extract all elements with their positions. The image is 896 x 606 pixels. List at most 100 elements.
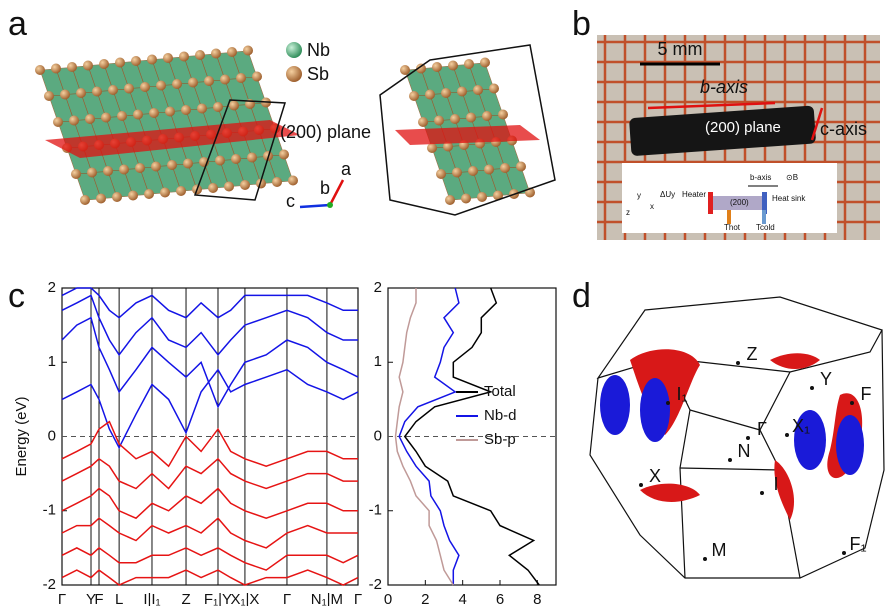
sb-atom	[480, 58, 490, 68]
scale-label: 5 mm	[658, 39, 703, 59]
sb-atom	[53, 117, 63, 127]
sb-atom	[445, 195, 455, 205]
sb-atom	[101, 113, 111, 123]
plane	[395, 125, 540, 145]
point-label: Γ	[757, 419, 767, 439]
y-tick-label: 2	[374, 279, 382, 296]
sb-atom	[188, 78, 198, 88]
figure: a Nb Sb (200) plane c b a b 5 mm b-axis …	[0, 0, 896, 606]
nb-atom-icon	[286, 42, 302, 58]
series-line	[62, 459, 358, 489]
sb-atom	[243, 46, 253, 56]
sb-atom	[400, 65, 410, 75]
sb-atom	[220, 75, 230, 85]
sb-atom	[172, 79, 182, 89]
sb-atom	[498, 110, 508, 120]
point-label: X₁	[792, 416, 810, 436]
axis-label: b-axis	[700, 77, 748, 97]
sb-atom	[167, 160, 177, 170]
sb-atom	[133, 110, 143, 120]
sb-atom	[76, 88, 86, 98]
sb-atom	[227, 47, 237, 57]
sb-atom	[92, 87, 102, 97]
inset-label: y	[637, 191, 641, 200]
x-tick-label: 4	[458, 591, 466, 606]
sb-atom	[60, 90, 70, 100]
axis-label: c	[286, 191, 295, 211]
point-dot	[785, 433, 789, 437]
x-tick-label: Γ	[58, 591, 66, 606]
sb-atom	[427, 143, 437, 153]
sb-atom	[181, 105, 191, 115]
point-dot	[666, 401, 670, 405]
point-label: F	[861, 384, 872, 404]
sb-atom	[204, 76, 214, 86]
inset-label: x	[650, 202, 654, 211]
sb-atom	[247, 153, 257, 163]
sb-atom	[151, 162, 161, 172]
sb-atom	[468, 166, 478, 176]
x-tick-label: N₁|M	[311, 591, 343, 606]
x-tick-label: L	[115, 591, 123, 606]
sb-atom	[477, 192, 487, 202]
sb-atom	[144, 189, 154, 199]
legend-label: Nb-d	[484, 407, 517, 424]
x-tick-label: 0	[384, 591, 392, 606]
sb-atom	[409, 91, 419, 101]
sb-atom	[112, 192, 122, 202]
sb-atom	[69, 116, 79, 126]
point-label: F₁	[849, 534, 866, 554]
inset-label: Heater	[682, 190, 706, 199]
sb-atom	[452, 168, 462, 178]
sb-atom	[211, 49, 221, 59]
y-tick-label: 0	[374, 427, 382, 444]
sb-atom	[516, 162, 526, 172]
y-tick-label: 2	[48, 279, 56, 296]
point-dot	[850, 401, 854, 405]
sb-atom	[484, 165, 494, 175]
y-tick-label: -2	[369, 576, 382, 593]
point-dot	[728, 458, 732, 462]
sb-atom	[44, 91, 54, 101]
sb-atom	[272, 177, 282, 187]
legend-label: Total	[484, 383, 516, 400]
legend-label: Sb	[307, 64, 329, 84]
point-label: Z	[747, 344, 758, 364]
sb-atom	[140, 82, 150, 92]
x-tick-label: 8	[533, 591, 541, 606]
axis-label: b	[320, 178, 330, 198]
sb-atom	[240, 180, 250, 190]
sb-atom	[441, 88, 451, 98]
sb-atom	[425, 90, 435, 100]
sb-atom	[35, 65, 45, 75]
x-tick-label: X₁|X	[230, 591, 259, 606]
series-line	[62, 288, 358, 318]
x-tick-label: I|I₁	[143, 591, 160, 606]
sb-atom	[489, 84, 499, 94]
series-line	[62, 370, 358, 448]
series-line	[62, 570, 358, 585]
sb-atom	[288, 176, 298, 186]
point-dot	[842, 551, 846, 555]
sb-atom	[108, 85, 118, 95]
sb-atom	[160, 188, 170, 198]
x-tick-label: 6	[496, 591, 504, 606]
series-line	[62, 518, 358, 548]
inset-label: ΔUy	[660, 190, 675, 199]
point-label: N	[738, 441, 751, 461]
sb-atom	[85, 114, 95, 124]
y-tick-label: -1	[369, 502, 382, 519]
panel-label: c	[8, 277, 25, 315]
sb-atom	[183, 159, 193, 169]
sb-atom	[236, 73, 246, 83]
sb-atom	[179, 52, 189, 62]
sb-atom	[103, 166, 113, 176]
inset-label: Thot	[724, 223, 741, 232]
sb-atom	[115, 58, 125, 68]
x-tick-label: Γ	[354, 591, 362, 606]
sb-atom	[67, 62, 77, 72]
point-label: X	[649, 466, 661, 486]
point-label: M	[712, 540, 727, 560]
sb-atom	[461, 194, 471, 204]
y-tick-label: 0	[48, 427, 56, 444]
